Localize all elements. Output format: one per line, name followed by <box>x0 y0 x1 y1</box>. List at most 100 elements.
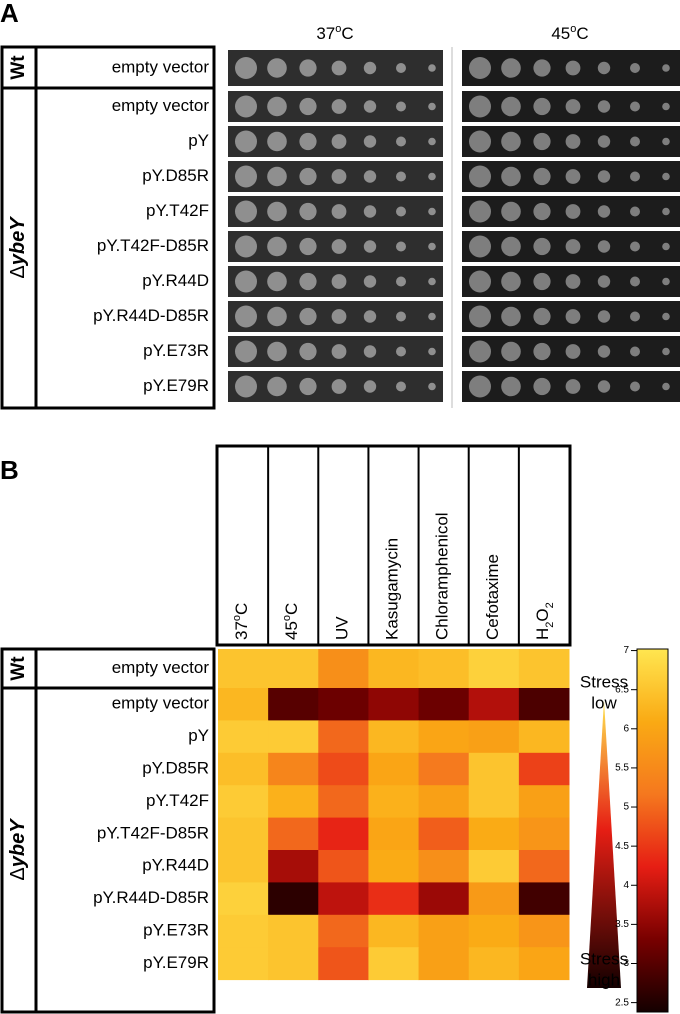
colony-spot <box>396 311 406 322</box>
colony-spot <box>396 381 406 392</box>
colony-spot <box>396 276 406 287</box>
heatmap-cell <box>368 649 420 689</box>
colony-spot <box>630 241 640 252</box>
colony-spot <box>469 95 491 118</box>
row-label: empty vector <box>112 96 210 115</box>
colony-spot <box>235 165 257 188</box>
colony-spot <box>565 204 581 219</box>
colony-spot <box>597 170 611 183</box>
colony-spot <box>533 202 551 221</box>
colony-spot <box>630 206 640 217</box>
colony-spot <box>363 275 377 288</box>
heatmap-cell <box>268 947 319 981</box>
heatmap-cell <box>468 752 520 786</box>
colorbar-tick-label: 4.5 <box>615 841 629 852</box>
column-header: UV <box>333 616 352 640</box>
colony-spot <box>469 235 491 258</box>
colony-spot <box>565 134 581 149</box>
colony-spot <box>235 95 257 118</box>
colony-spot <box>299 377 317 396</box>
colony-spot <box>501 236 521 257</box>
heatmap-cell <box>318 649 369 689</box>
stress-label: Stress <box>580 949 628 968</box>
column-header: 37oC <box>231 603 252 640</box>
colony-spot <box>396 101 406 112</box>
colony-spot <box>428 137 436 146</box>
heatmap-cell <box>218 914 269 948</box>
colony-spot <box>501 166 521 187</box>
colony-spot <box>299 132 317 151</box>
heatmap-cell <box>518 688 570 721</box>
text-part: ybeY <box>7 216 29 266</box>
heatmap-cell <box>368 947 420 981</box>
heatmap-cell <box>318 882 369 916</box>
heatmap-cell <box>268 649 319 689</box>
heatmap-cell <box>318 785 369 819</box>
heatmap-cell <box>418 882 470 916</box>
colony-spot <box>363 380 377 393</box>
heatmap-cell <box>268 752 319 786</box>
colony-spot <box>299 167 317 186</box>
text-part: 2 <box>544 602 556 608</box>
colorbar-tick-label: 6.5 <box>615 684 629 695</box>
heatmap-cell <box>418 817 470 851</box>
column-header: Kasugamycin <box>383 538 402 640</box>
colony-spot <box>235 305 257 328</box>
row-label: pY.T42F <box>146 791 209 810</box>
colony-spot <box>331 309 347 324</box>
text-part: o <box>231 615 243 621</box>
header-box <box>215 444 572 647</box>
colony-spot <box>533 59 551 77</box>
colony-spot <box>235 200 257 223</box>
colorbar-tick-label: 7 <box>623 645 629 656</box>
colony-spot <box>662 382 670 391</box>
colony-spot <box>501 376 521 397</box>
colony-spot <box>565 309 581 324</box>
colony-spot <box>630 101 640 112</box>
colony-spot <box>501 58 521 78</box>
text-part: C <box>283 603 302 615</box>
text-part: 2 <box>544 622 556 628</box>
colony-spot <box>565 379 581 394</box>
text-part: 45 <box>551 24 570 43</box>
colony-spot <box>235 375 257 398</box>
heatmap-cell <box>418 914 470 948</box>
text-part: O <box>533 608 552 621</box>
colony-spot <box>469 165 491 188</box>
text-part: C <box>341 24 353 43</box>
text-part: Kasugamycin <box>383 538 402 640</box>
colony-spot <box>267 58 287 78</box>
heatmap-cell <box>468 914 520 948</box>
heatmap-cell <box>468 649 520 689</box>
colony-spot <box>428 242 436 251</box>
colony-spot <box>331 169 347 184</box>
colony-spot <box>469 200 491 223</box>
heatmap-cell <box>218 817 269 851</box>
column-header: 45oC <box>281 603 302 640</box>
colony-spot <box>630 171 640 182</box>
colony-spot <box>469 305 491 328</box>
row-label: pY.T42F-D85R <box>97 823 209 842</box>
colony-spot <box>299 342 317 361</box>
colorbar-tick-label: 6 <box>623 723 629 734</box>
colony-spot <box>363 135 377 148</box>
heatmap-cell <box>218 688 269 721</box>
heatmap-cell <box>218 720 269 754</box>
temperature-header: 45oC <box>551 23 588 44</box>
heatmap-cell <box>518 649 570 689</box>
row-label: empty vector <box>112 658 210 677</box>
colony-spot <box>662 172 670 181</box>
colony-spot <box>469 130 491 153</box>
colony-spot <box>469 375 491 398</box>
text-part: 37 <box>233 621 252 640</box>
heatmap-cell <box>468 850 520 883</box>
heatmap-cell <box>268 850 319 883</box>
heatmap-cell <box>518 882 570 916</box>
colony-spot <box>267 96 287 117</box>
heatmap-cell <box>418 649 470 689</box>
colony-spot <box>630 311 640 322</box>
heatmap-cell <box>468 688 520 721</box>
row-label: empty vector <box>112 694 210 713</box>
